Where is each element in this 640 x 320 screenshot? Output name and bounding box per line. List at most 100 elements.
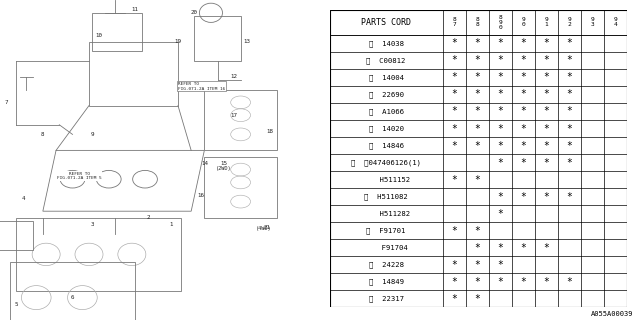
Text: *: *: [497, 243, 503, 252]
Text: *: *: [474, 140, 480, 150]
Text: *: *: [497, 90, 503, 100]
Text: H511282: H511282: [362, 211, 410, 217]
Text: *: *: [543, 107, 549, 116]
Text: ③  14004: ③ 14004: [369, 74, 404, 81]
Text: *: *: [451, 174, 457, 185]
Text: *: *: [474, 243, 480, 252]
Text: *: *: [451, 260, 457, 270]
Text: ⑤  A1066: ⑤ A1066: [369, 108, 404, 115]
Text: 8
8: 8 8: [476, 17, 479, 27]
Text: *: *: [451, 107, 457, 116]
Polygon shape: [43, 150, 204, 211]
Text: *: *: [451, 226, 457, 236]
Text: *: *: [474, 174, 480, 185]
Text: *: *: [497, 277, 503, 287]
Text: 8
9
0: 8 9 0: [499, 15, 502, 30]
Text: *: *: [497, 107, 503, 116]
Text: *: *: [520, 55, 526, 65]
Text: 19: 19: [175, 39, 182, 44]
Text: 7: 7: [5, 100, 8, 105]
Text: *: *: [566, 192, 572, 202]
Text: 9
0: 9 0: [522, 17, 525, 27]
Text: *: *: [543, 157, 549, 168]
Text: 9
3: 9 3: [591, 17, 595, 27]
Text: *: *: [566, 124, 572, 133]
Text: *: *: [543, 38, 549, 48]
Text: PARTS CORD: PARTS CORD: [361, 18, 411, 27]
Text: 9
4: 9 4: [614, 17, 618, 27]
Text: *: *: [543, 55, 549, 65]
Text: *: *: [566, 55, 572, 65]
Text: *: *: [451, 72, 457, 83]
Text: 9
2: 9 2: [568, 17, 572, 27]
Text: (2WD): (2WD): [216, 166, 232, 171]
Text: *: *: [474, 107, 480, 116]
Text: *: *: [520, 124, 526, 133]
Text: 17: 17: [230, 113, 237, 118]
Text: 18: 18: [267, 129, 274, 134]
Text: 5: 5: [15, 301, 18, 307]
Text: ⑭  22317: ⑭ 22317: [369, 295, 404, 302]
Text: *: *: [474, 72, 480, 83]
Text: ⑦  14846: ⑦ 14846: [369, 142, 404, 149]
Text: *: *: [497, 260, 503, 270]
Text: *: *: [566, 38, 572, 48]
Text: *: *: [520, 277, 526, 287]
Text: *: *: [497, 124, 503, 133]
Text: 11: 11: [132, 7, 139, 12]
Text: *: *: [497, 140, 503, 150]
Text: ⑨  H511082: ⑨ H511082: [364, 193, 408, 200]
Text: *: *: [474, 294, 480, 304]
Text: *: *: [520, 107, 526, 116]
Text: 14: 14: [201, 161, 208, 166]
Text: *: *: [566, 140, 572, 150]
Text: *: *: [566, 157, 572, 168]
Text: ⑥  14020: ⑥ 14020: [369, 125, 404, 132]
Text: *: *: [451, 277, 457, 287]
Text: 2: 2: [147, 215, 150, 220]
Text: *: *: [520, 157, 526, 168]
Text: *: *: [497, 72, 503, 83]
Text: A055A00039: A055A00039: [591, 311, 634, 317]
Text: H511152: H511152: [362, 177, 410, 182]
Text: 20: 20: [191, 10, 198, 15]
Text: *: *: [520, 192, 526, 202]
Text: (4WD): (4WD): [256, 227, 271, 231]
Text: *: *: [543, 90, 549, 100]
Text: 6: 6: [71, 295, 74, 300]
Text: 9: 9: [90, 132, 94, 137]
Text: 12: 12: [230, 74, 237, 79]
Text: *: *: [543, 277, 549, 287]
Text: REFER TO
FIG.071-2A ITEM 5: REFER TO FIG.071-2A ITEM 5: [57, 172, 101, 180]
Text: F91704: F91704: [364, 244, 408, 251]
Text: *: *: [474, 38, 480, 48]
Text: *: *: [451, 124, 457, 133]
Text: 9
1: 9 1: [545, 17, 548, 27]
Text: 21: 21: [264, 225, 271, 230]
Text: *: *: [497, 38, 503, 48]
Text: *: *: [543, 124, 549, 133]
Text: *: *: [474, 124, 480, 133]
Text: ④  22690: ④ 22690: [369, 91, 404, 98]
Text: *: *: [497, 192, 503, 202]
Text: *: *: [543, 243, 549, 252]
Text: *: *: [566, 90, 572, 100]
Text: 8: 8: [41, 132, 45, 137]
Text: ①  14038: ① 14038: [369, 40, 404, 47]
Text: *: *: [566, 277, 572, 287]
Text: *: *: [520, 90, 526, 100]
Text: *: *: [497, 157, 503, 168]
Text: 15: 15: [221, 161, 228, 166]
Text: 1: 1: [170, 221, 173, 227]
Text: *: *: [520, 140, 526, 150]
Text: *: *: [543, 192, 549, 202]
Text: 4: 4: [21, 196, 25, 201]
Text: 13: 13: [244, 39, 251, 44]
Text: *: *: [566, 107, 572, 116]
Text: ⑧  Ⓞ047406126(1): ⑧ Ⓞ047406126(1): [351, 159, 421, 166]
Text: *: *: [497, 55, 503, 65]
Text: 8
7: 8 7: [452, 17, 456, 27]
Text: ②  C00812: ② C00812: [367, 57, 406, 64]
Text: ⑫  24228: ⑫ 24228: [369, 261, 404, 268]
Text: *: *: [451, 55, 457, 65]
